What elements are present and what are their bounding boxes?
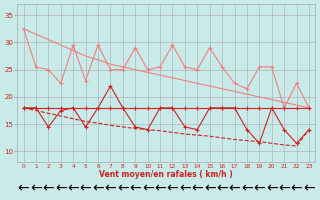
X-axis label: Vent moyen/en rafales ( km/h ): Vent moyen/en rafales ( km/h ) xyxy=(100,170,233,179)
